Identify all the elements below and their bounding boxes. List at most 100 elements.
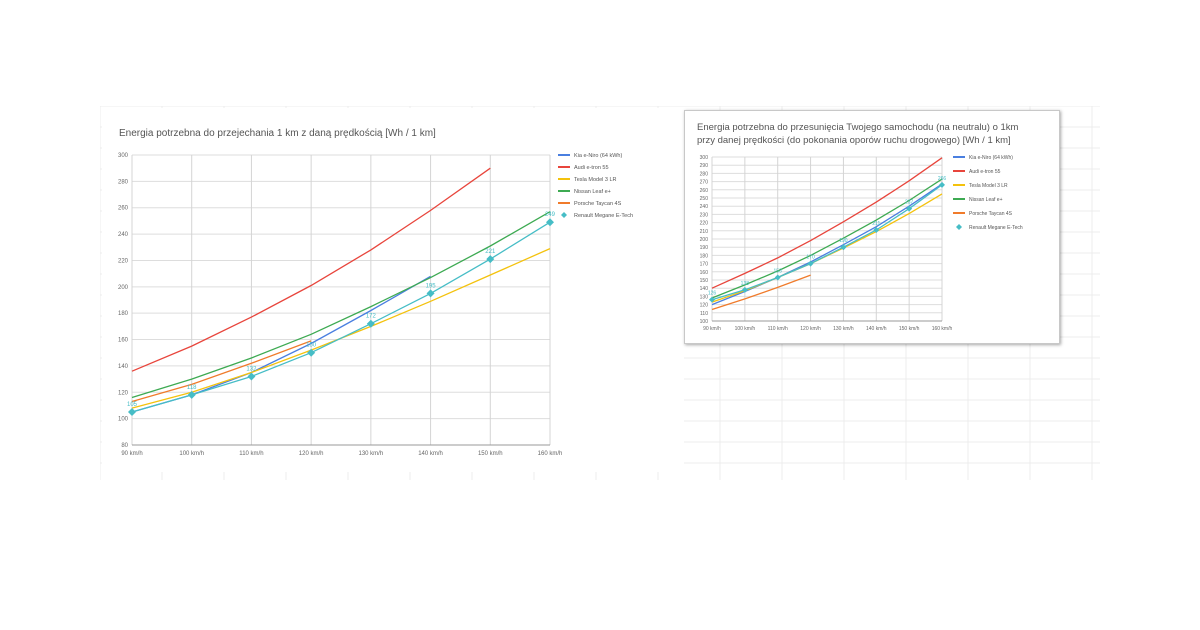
data-point-marker — [366, 319, 375, 328]
y-tick-label: 220 — [118, 258, 129, 264]
series-line — [131, 221, 551, 413]
data-point-marker — [486, 255, 495, 264]
legend-marker — [956, 224, 962, 230]
y-tick-label: 250 — [700, 196, 709, 202]
chart-title: Energia potrzebna do przejechania 1 km z… — [119, 128, 436, 139]
data-label: 153 — [774, 269, 783, 275]
y-tick-label: 130 — [700, 294, 709, 300]
y-tick-label: 240 — [700, 204, 709, 210]
data-point-marker — [807, 260, 814, 267]
data-label: 237 — [905, 200, 914, 206]
legend-label[interactable]: Kia e-Niro (64 kWh) — [969, 155, 1013, 161]
series-line — [711, 274, 811, 311]
legend-label[interactable]: Kia e-Niro (64 kWh) — [574, 153, 622, 159]
x-tick-label: 150 km/h — [478, 451, 503, 457]
y-tick-label: 290 — [700, 163, 709, 169]
data-label: 132 — [246, 366, 257, 372]
y-tick-label: 140 — [118, 364, 129, 370]
data-point-marker — [187, 390, 196, 399]
x-tick-label: 110 km/h — [768, 326, 788, 332]
legend-label[interactable]: Nissan Leaf e+ — [969, 197, 1003, 203]
data-point-marker — [307, 348, 316, 357]
data-point-marker — [247, 372, 256, 381]
chart-title: przy danej prędkości (do pokonania oporó… — [697, 135, 1011, 146]
y-tick-label: 200 — [118, 285, 129, 291]
y-tick-label: 100 — [118, 417, 129, 423]
chart-card-rolling-resistance[interactable]: Energia potrzebna do przesunięcia Twojeg… — [684, 110, 1060, 344]
y-tick-label: 120 — [700, 303, 709, 309]
x-tick-label: 130 km/h — [359, 451, 384, 457]
chart-title: Energia potrzebna do przesunięcia Twojeg… — [697, 122, 1019, 133]
data-point-marker — [840, 244, 847, 251]
legend-label[interactable]: Porsche Taycan 4S — [969, 211, 1013, 217]
x-tick-label: 140 km/h — [866, 326, 887, 332]
legend-label[interactable]: Renault Megane E-Tech — [574, 213, 633, 219]
data-point-marker — [774, 274, 781, 281]
series-line — [131, 275, 431, 413]
data-point-marker — [546, 218, 554, 227]
data-point-marker — [709, 296, 715, 303]
y-tick-label: 160 — [118, 338, 129, 344]
y-tick-label: 240 — [118, 232, 129, 238]
series-line — [711, 178, 943, 299]
x-tick-label: 120 km/h — [299, 451, 324, 457]
y-tick-label: 170 — [700, 262, 709, 268]
data-label: 221 — [485, 249, 496, 255]
series-line — [131, 211, 551, 399]
legend-label[interactable]: Porsche Taycan 4S — [574, 201, 622, 207]
data-point-marker — [426, 289, 435, 298]
data-label: 190 — [839, 238, 848, 244]
x-tick-label: 140 km/h — [418, 451, 443, 457]
y-tick-label: 100 — [700, 319, 709, 325]
x-tick-label: 160 km/h — [932, 326, 953, 332]
data-label: 126 — [708, 291, 717, 297]
x-tick-label: 150 km/h — [899, 326, 920, 332]
data-label: 249 — [545, 212, 556, 218]
line-chart-speed-energy: Energia potrzebna do przejechania 1 km z… — [118, 128, 633, 457]
data-label: 266 — [938, 176, 947, 182]
y-tick-label: 140 — [700, 286, 709, 292]
data-label: 118 — [187, 385, 197, 391]
data-label: 170 — [806, 255, 815, 261]
data-point-marker — [873, 226, 880, 233]
legend-label[interactable]: Audi e-tron 55 — [574, 165, 609, 171]
y-tick-label: 200 — [700, 237, 709, 243]
x-tick-label: 120 km/h — [800, 326, 821, 332]
y-tick-label: 300 — [700, 155, 709, 161]
series-line — [131, 167, 491, 372]
legend-marker — [561, 212, 567, 218]
x-tick-label: 90 km/h — [121, 451, 142, 457]
data-label: 105 — [127, 402, 138, 408]
y-tick-label: 160 — [700, 270, 709, 276]
y-tick-label: 270 — [700, 180, 709, 186]
x-tick-label: 90 km/h — [703, 326, 721, 332]
y-tick-label: 120 — [118, 390, 129, 396]
y-tick-label: 180 — [118, 311, 129, 317]
y-tick-label: 210 — [700, 229, 709, 235]
legend-label[interactable]: Audi e-tron 55 — [969, 169, 1001, 175]
x-tick-label: 100 km/h — [735, 326, 756, 332]
y-tick-label: 260 — [118, 206, 129, 212]
data-point-marker — [939, 181, 945, 188]
legend-label[interactable]: Tesla Model 3 LR — [969, 183, 1008, 189]
chart-card-speed-energy[interactable]: Energia potrzebna do przejechania 1 km z… — [102, 108, 684, 472]
legend-label[interactable]: Nissan Leaf e+ — [574, 189, 611, 195]
y-tick-label: 280 — [700, 171, 709, 177]
y-tick-label: 280 — [118, 179, 129, 185]
data-label: 211 — [872, 221, 880, 227]
y-tick-label: 180 — [700, 253, 709, 259]
y-tick-label: 300 — [118, 153, 129, 159]
y-tick-label: 110 — [700, 311, 708, 317]
data-label: 195 — [426, 283, 437, 289]
series-line — [711, 184, 943, 301]
legend-label[interactable]: Tesla Model 3 LR — [574, 177, 617, 183]
legend-label[interactable]: Renault Megane E-Tech — [969, 225, 1023, 231]
data-label: 172 — [366, 314, 377, 320]
x-tick-label: 160 km/h — [538, 451, 563, 457]
data-point-marker — [128, 408, 136, 417]
data-point-marker — [906, 205, 913, 212]
y-tick-label: 80 — [121, 443, 128, 449]
data-label: 138 — [741, 281, 750, 287]
series-line — [711, 157, 943, 289]
y-tick-label: 220 — [700, 221, 709, 227]
